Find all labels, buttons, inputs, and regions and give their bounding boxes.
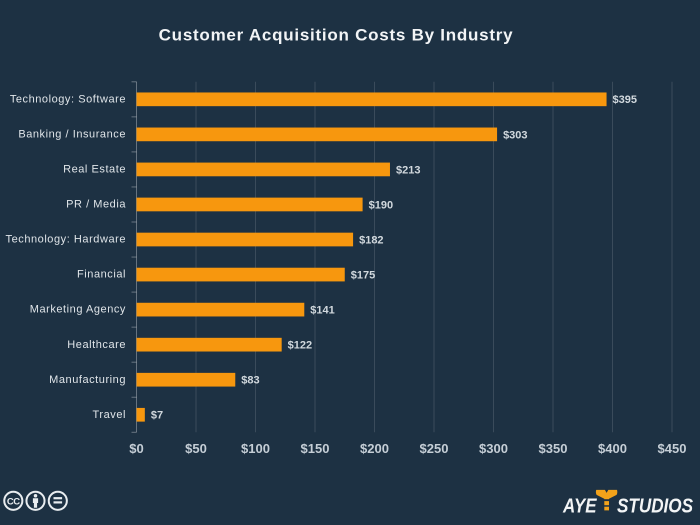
svg-text:Financial: Financial [77, 269, 126, 281]
svg-text:$350: $350 [539, 441, 568, 456]
svg-text:$7: $7 [151, 410, 163, 422]
svg-text:$0: $0 [129, 441, 143, 456]
svg-text:CC: CC [7, 496, 20, 507]
svg-text:Manufacturing: Manufacturing [49, 374, 126, 386]
svg-text:$175: $175 [351, 269, 375, 281]
svg-text:$400: $400 [598, 441, 627, 456]
svg-text:$182: $182 [359, 234, 383, 246]
svg-text:Healthcare: Healthcare [67, 339, 126, 351]
svg-text:$50: $50 [185, 441, 207, 456]
svg-text:Travel: Travel [93, 409, 126, 421]
svg-text:$122: $122 [288, 340, 312, 352]
svg-text:PR / Media: PR / Media [66, 199, 126, 211]
svg-text:Technology: Software: Technology: Software [10, 93, 126, 105]
svg-text:$190: $190 [369, 199, 393, 211]
svg-text:Banking / Insurance: Banking / Insurance [18, 128, 126, 140]
svg-text:$150: $150 [301, 441, 330, 456]
svg-text:Technology: Hardware: Technology: Hardware [6, 234, 126, 246]
svg-text:AYE: AYE [562, 495, 597, 517]
svg-text:$250: $250 [420, 441, 449, 456]
svg-text:Customer Acquisition Costs By: Customer Acquisition Costs By Industry [159, 26, 514, 45]
svg-text:Marketing Agency: Marketing Agency [30, 304, 126, 316]
svg-text:$200: $200 [360, 441, 389, 456]
svg-text:$395: $395 [613, 94, 637, 106]
svg-text:$213: $213 [396, 164, 420, 176]
svg-text:$141: $141 [310, 305, 334, 317]
svg-text:STUDIOS: STUDIOS [617, 495, 694, 517]
svg-text:$83: $83 [241, 375, 259, 387]
svg-text:$300: $300 [479, 441, 508, 456]
svg-text:$100: $100 [241, 441, 270, 456]
svg-text:Real Estate: Real Estate [63, 164, 126, 176]
svg-text:$303: $303 [503, 129, 527, 141]
svg-text:$450: $450 [658, 441, 687, 456]
